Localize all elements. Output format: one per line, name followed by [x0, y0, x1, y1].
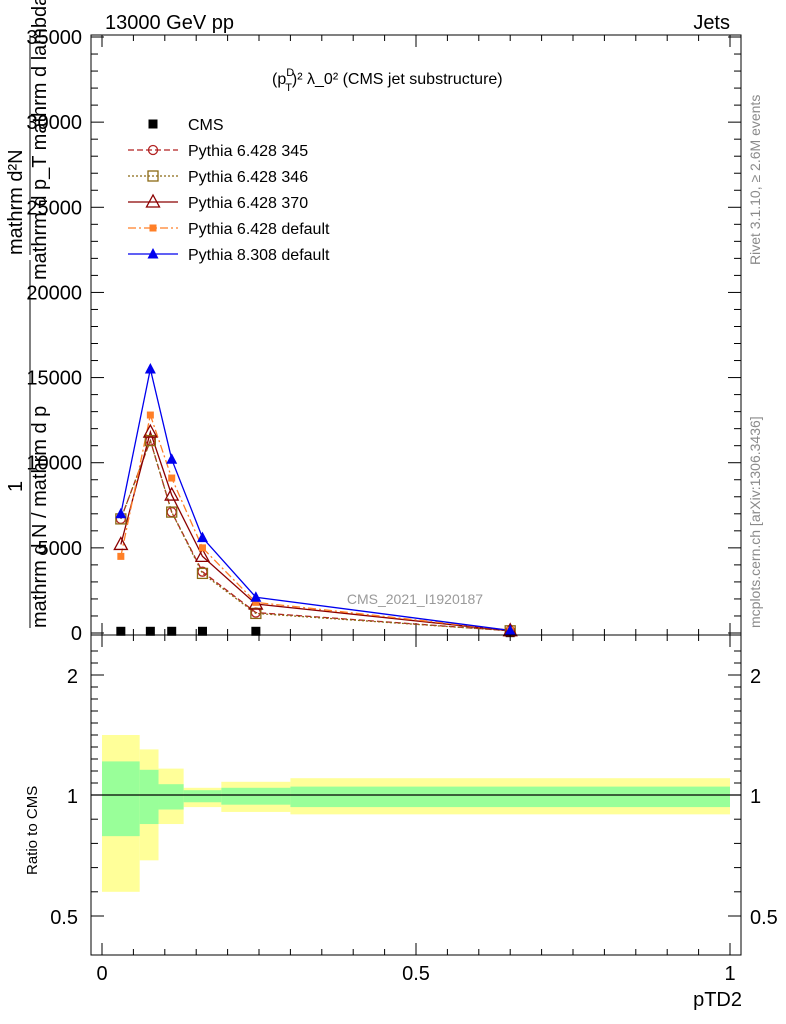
analysis-watermark: CMS_2021_I1920187 — [347, 591, 483, 607]
main-ytick-label: 0 — [71, 623, 82, 645]
data-point-p8def — [504, 624, 516, 635]
data-point-cms — [116, 626, 126, 636]
ratio-ytick-label-right: 0.5 — [750, 907, 778, 929]
ratio-band-inner — [102, 761, 140, 837]
data-point-cms — [251, 626, 261, 636]
ratio-bands — [102, 735, 730, 892]
legend-marker-p345 — [147, 144, 159, 156]
main-ytick-label: 25000 — [26, 197, 82, 219]
main-axis-ticks: 0 5000 10000 15000 20000 25000 30000 35000 — [26, 27, 741, 645]
data-point-cms — [167, 626, 177, 636]
data-point-p346 — [196, 567, 209, 580]
series-line-p6def — [120, 412, 511, 631]
data-point-p8def — [166, 453, 178, 464]
legend-marker-cms — [148, 119, 158, 129]
ratio-band-inner — [158, 784, 184, 810]
data-point-p6def — [117, 552, 125, 560]
data-point-p370 — [142, 423, 158, 438]
ylabel-one: 1 — [5, 481, 27, 492]
data-point-p8def — [115, 507, 127, 519]
ratio-axis-ticks: 0.5 0.5 1 1 2 2 0 0.5 1 — [50, 635, 778, 985]
main-ytick-label: 15000 — [26, 368, 82, 390]
main-ytick-label: 20000 — [26, 282, 82, 304]
ratio-ytick-label: 1 — [67, 786, 78, 808]
series-lines — [120, 368, 511, 632]
ylabel-upper-num: mathrm d²N — [5, 149, 27, 255]
data-point-p8def — [144, 363, 156, 374]
series-line-p346 — [120, 438, 511, 632]
data-point-p370 — [164, 486, 180, 501]
data-point-p6def — [252, 598, 260, 606]
header-right: Jets — [693, 12, 730, 34]
main-ytick-label: 35000 — [26, 27, 82, 49]
legend-label-cms: CMS — [188, 117, 224, 134]
main-ytick-label: 30000 — [26, 112, 82, 134]
data-point-cms — [197, 626, 207, 636]
ratio-ytick-label: 0.5 — [50, 907, 78, 929]
ratio-plot: 0.5 0.5 1 1 2 2 0 0.5 1 — [50, 634, 778, 985]
ratio-band-inner — [221, 787, 291, 805]
legend-marker-p6def — [149, 224, 157, 232]
legend-marker-p370 — [145, 193, 161, 208]
data-point-p370 — [194, 548, 211, 563]
data-point-p6def — [146, 411, 154, 419]
data-point-p6def — [198, 544, 206, 552]
ratio-ytick-label-right: 1 — [750, 786, 761, 808]
legend-label-p346: Pythia 6.428 346 — [188, 169, 308, 186]
xtick-label: 0 — [96, 963, 107, 985]
ratio-band-inner — [290, 786, 730, 808]
legend: CMS Pythia 6.428 345 Pythia 6.428 346 Pythi… — [128, 117, 330, 264]
xtick-label: 1 — [724, 963, 735, 985]
ylabel-upper-den: mathrm d p_T mathrm d lambda — [29, 0, 51, 280]
ratio-ytick-label: 2 — [67, 666, 78, 688]
legend-label-p8def: Pythia 8.308 default — [188, 247, 330, 264]
mcplots-label: mcplots.cern.ch [arXiv:1306.3436] — [747, 416, 763, 628]
data-point-p346 — [144, 434, 157, 447]
ylabel-frac-num: mathrm d N / mathrm d p — [29, 406, 51, 628]
xtick-label: 0.5 — [402, 963, 430, 985]
data-point-p8def — [250, 591, 262, 602]
legend-label-p6def: Pythia 6.428 default — [188, 221, 330, 238]
ratio-band-inner — [139, 769, 159, 825]
main-y-axis-label: mathrm d²N mathrm d p_T mathrm d lambda … — [5, 0, 51, 628]
plot-title: (pD T)² λ_0² (CMS jet substructure) — [272, 67, 503, 94]
ratio-band-inner — [183, 790, 222, 803]
main-ytick-label: 10000 — [26, 453, 82, 475]
legend-marker-p8def — [147, 248, 159, 259]
main-plot: 0 5000 10000 15000 20000 25000 30000 35000 — [26, 27, 742, 645]
data-point-p6def — [168, 474, 176, 482]
series-markers — [113, 363, 518, 638]
data-point-p370 — [113, 536, 129, 551]
data-point-p346 — [166, 506, 178, 518]
main-ytick-label: 5000 — [38, 538, 83, 560]
legend-label-p345: Pythia 6.428 345 — [188, 143, 308, 160]
rivet-label: Rivet 3.1.10, ≥ 2.6M events — [747, 95, 763, 265]
data-point-cms — [145, 626, 155, 636]
series-line-p370 — [120, 429, 511, 632]
legend-label-p370: Pythia 6.428 370 — [188, 195, 308, 212]
data-point-p8def — [196, 531, 208, 543]
ratio-ytick-label-right: 2 — [750, 666, 761, 688]
x-axis-label: pTD2 — [693, 989, 742, 1011]
series-line-p8def — [120, 368, 511, 632]
ratio-y-axis-label: Ratio to CMS — [24, 786, 41, 875]
legend-marker-p346 — [147, 170, 159, 182]
series-line-p345 — [120, 438, 511, 632]
header-left: 13000 GeV pp — [105, 12, 234, 34]
